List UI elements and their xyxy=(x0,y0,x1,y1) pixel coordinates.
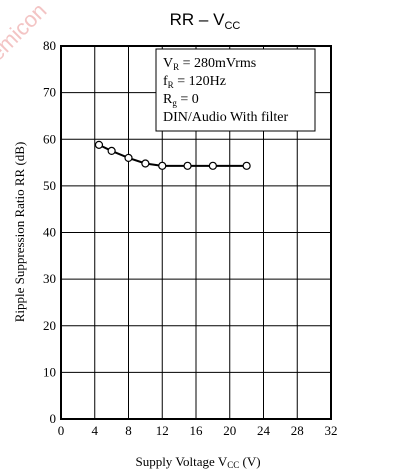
y-tick-label: 60 xyxy=(43,131,56,146)
legend-line-sub: R xyxy=(173,62,179,72)
y-tick-label: 40 xyxy=(43,225,56,240)
y-tick-label: 0 xyxy=(50,411,57,426)
y-tick-label: 50 xyxy=(43,178,56,193)
y-tick-label: 20 xyxy=(43,318,56,333)
y-tick-label: 10 xyxy=(43,364,56,379)
legend-line-main: f xyxy=(163,74,168,89)
y-axis-label: Ripple Suppression Ratio RR (dB) xyxy=(12,142,27,323)
data-point xyxy=(107,146,116,156)
data-point xyxy=(158,161,167,170)
legend-line-rest: = 280mVrms xyxy=(179,56,256,71)
data-point xyxy=(124,153,133,162)
legend-line: DIN/Audio With filter xyxy=(163,110,288,125)
legend-line: Rg = 0 xyxy=(163,92,199,108)
x-tick-label: 12 xyxy=(156,423,169,438)
data-point xyxy=(242,161,251,170)
legend-line: fR = 120Hz xyxy=(163,74,226,90)
x-axis-label-sub: CC xyxy=(227,460,239,470)
x-tick-label: 4 xyxy=(92,423,99,438)
x-tick-label: 8 xyxy=(125,423,132,438)
legend-box xyxy=(155,48,316,132)
x-axis-label: Supply Voltage VCC (V) xyxy=(135,454,260,470)
plot-frame xyxy=(60,45,332,420)
legend-line-main: R xyxy=(163,92,173,107)
chart-title: RR – VCC xyxy=(170,10,241,32)
legend-line-main: DIN/Audio With filter xyxy=(163,110,288,125)
legend-line-rest: = 120Hz xyxy=(174,74,226,89)
y-tick-label: 70 xyxy=(43,85,56,100)
x-tick-label: 0 xyxy=(58,423,65,438)
x-tick-label: 16 xyxy=(190,423,204,438)
legend-line-sub: g xyxy=(172,98,177,108)
legend-line-sub: R xyxy=(168,80,174,90)
x-axis-label-unit: (V) xyxy=(239,454,260,469)
y-tick-label: 80 xyxy=(43,38,56,53)
x-ticks: 0 4 8 12 16 20 24 28 32 xyxy=(58,423,338,438)
legend-line-rest: = 0 xyxy=(177,92,199,107)
watermark: semicon xyxy=(0,0,51,74)
y-tick-label: 30 xyxy=(43,271,56,286)
chart-title-sub: CC xyxy=(224,20,240,32)
legend-line-main: V xyxy=(163,56,173,71)
x-axis-label-main: Supply Voltage V xyxy=(135,454,227,469)
x-tick-label: 20 xyxy=(223,423,236,438)
series-line xyxy=(98,143,247,167)
data-point xyxy=(94,140,104,149)
series-layer xyxy=(94,140,251,170)
data-point xyxy=(141,159,150,168)
data-point xyxy=(183,161,192,170)
legend-line: VR = 280mVrms xyxy=(163,56,256,72)
y-ticks: 0 10 20 30 40 50 60 70 80 xyxy=(43,38,56,426)
x-tick-label: 24 xyxy=(257,423,271,438)
chart-title-main: RR – V xyxy=(170,10,225,29)
data-point xyxy=(208,161,217,170)
x-tick-label: 32 xyxy=(325,423,338,438)
x-tick-label: 28 xyxy=(291,423,304,438)
